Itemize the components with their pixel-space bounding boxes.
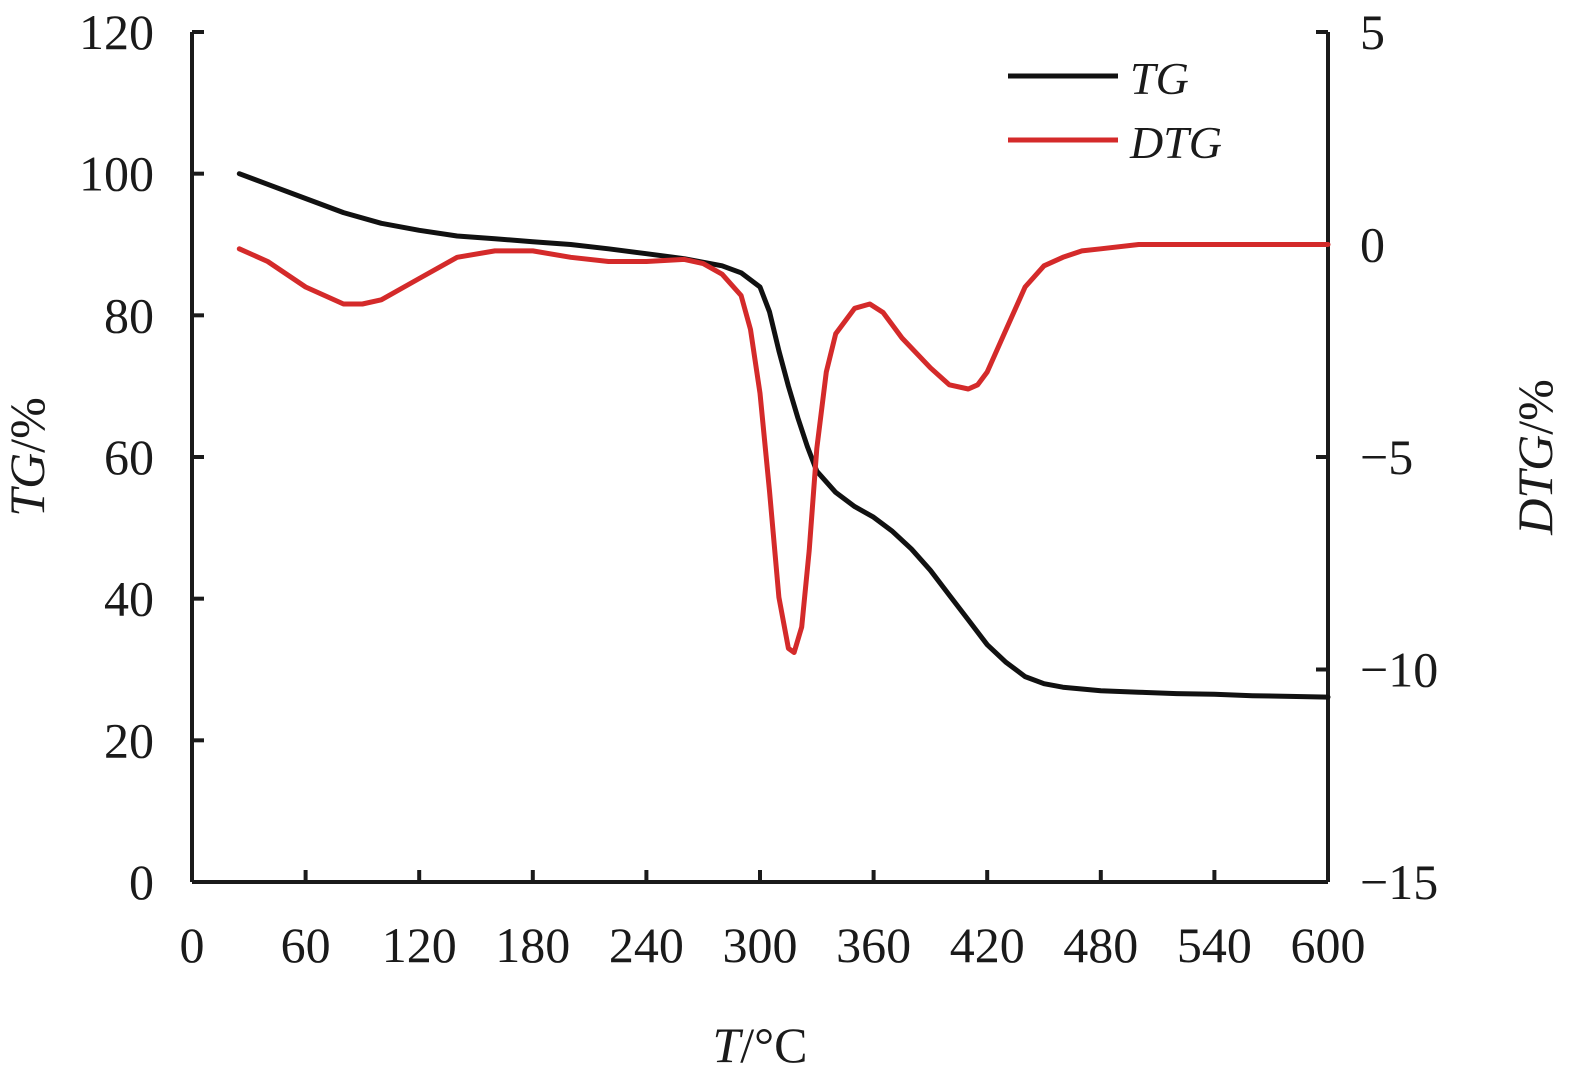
- x-tick-label: 480: [1063, 917, 1138, 973]
- x-axis-title: T/°C: [712, 1017, 807, 1073]
- y-left-tick-label: 0: [129, 854, 154, 910]
- y-left-tick-label: 80: [104, 287, 154, 343]
- x-tick-label: 60: [281, 917, 331, 973]
- y-left-axis-title-unit: /%: [0, 397, 55, 453]
- y-left-tick-label: 100: [79, 146, 154, 202]
- legend-label-dtg: DTG: [1129, 117, 1222, 168]
- y-left-tick-label: 60: [104, 429, 154, 485]
- y-right-ticks: −15 −10 −5 0 5: [1316, 4, 1438, 910]
- y-right-axis-title-italic: DTG: [1507, 435, 1563, 536]
- y-right-tick-label: 5: [1360, 4, 1385, 60]
- x-tick-label: 300: [723, 917, 798, 973]
- y-left-ticks: 0 20 40 60 80 100 120: [79, 4, 204, 910]
- x-axis-title-unit: /°C: [740, 1017, 807, 1073]
- y-right-tick-label: −15: [1360, 854, 1438, 910]
- y-left-tick-label: 40: [104, 571, 154, 627]
- x-tick-label: 360: [836, 917, 911, 973]
- series-line-tg: [236, 171, 1331, 700]
- y-right-tick-label: −5: [1360, 429, 1413, 485]
- y-left-axis-title-italic: TG: [0, 453, 55, 517]
- y-right-axis-title-unit: /%: [1507, 379, 1563, 435]
- x-tick-label: 0: [180, 917, 205, 973]
- y-right-tick-label: 0: [1360, 217, 1385, 273]
- x-tick-label: 540: [1177, 917, 1252, 973]
- x-tick-label: 180: [495, 917, 570, 973]
- y-left-tick-label: 20: [104, 712, 154, 768]
- y-right-axis-title: DTG/%: [1507, 379, 1563, 536]
- series-lines: [236, 171, 1331, 700]
- series-line-dtg: [236, 242, 1331, 655]
- y-right-tick-label: −10: [1360, 642, 1438, 698]
- x-ticks: 0 60 120 180 240 300 360 420 480 540 600: [180, 870, 1366, 973]
- x-tick-label: 240: [609, 917, 684, 973]
- x-axis-title-italic: T: [712, 1017, 743, 1073]
- y-left-axis-title: TG/%: [0, 397, 55, 516]
- legend-label-tg: TG: [1130, 53, 1189, 104]
- x-tick-label: 600: [1291, 917, 1366, 973]
- legend: TG DTG: [1008, 53, 1222, 168]
- x-tick-label: 420: [950, 917, 1025, 973]
- x-tick-label: 120: [382, 917, 457, 973]
- y-left-tick-label: 120: [79, 4, 154, 60]
